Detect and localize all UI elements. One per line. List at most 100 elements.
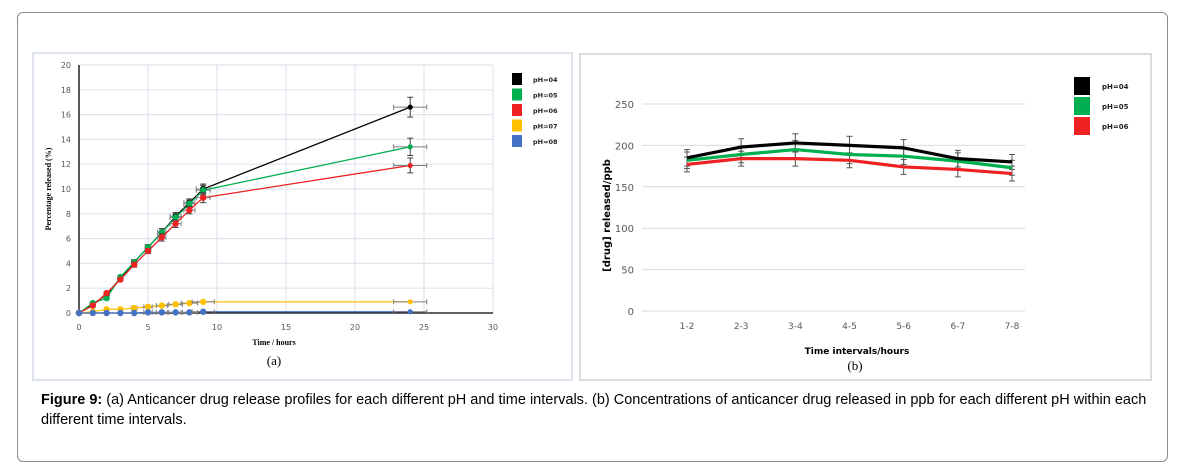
data-point-pH=08 [131, 309, 138, 317]
y-tick-label: 2 [66, 284, 71, 293]
data-point-pH=05 [172, 214, 179, 221]
legend-swatch-pH=06 [512, 104, 522, 116]
data-point-pH=06 [172, 220, 179, 227]
x-tick-label: 3-4 [788, 322, 803, 332]
legend-label: pH=05 [533, 92, 558, 100]
data-point-pH=07 [200, 298, 207, 306]
data-point-pH=08 [186, 309, 193, 316]
legend-label: pH=06 [1102, 123, 1129, 131]
data-point-pH=06 [144, 247, 152, 255]
data-point-pH=08 [172, 309, 179, 316]
series-line-pH=04 [78, 106, 411, 314]
legend-label: pH=05 [1102, 103, 1129, 111]
panel-label-b: (b) [847, 358, 862, 373]
x-tick-label: 2-3 [734, 322, 749, 332]
series-line-pH=06 [78, 164, 411, 314]
legend-swatch-pH=05 [512, 88, 522, 101]
y-tick-label: 6 [66, 235, 71, 244]
legend-label: pH=07 [533, 123, 558, 131]
figure-caption: Figure 9: (a) Anticancer drug release pr… [41, 390, 1151, 430]
figure-frame [17, 12, 1168, 462]
y-tick-label: 20 [61, 61, 71, 70]
y-tick-label: 16 [61, 111, 71, 120]
y-tick-label: 4 [66, 259, 71, 268]
chart-a-panel: 0 2 4 6 8 10 12 14 16 18 20 0 5 10 15 20 25 30 Time / hour… [32, 52, 573, 381]
data-point-pH=08 [89, 309, 96, 317]
legend-swatch-pH=06 [1074, 117, 1090, 135]
data-point-pH=06 [186, 206, 193, 214]
data-point-pH=05 [186, 200, 193, 208]
data-point-pH=05 [103, 294, 110, 302]
series-line-pH=04 [686, 141, 1013, 164]
x-tick-label: 4-5 [842, 322, 857, 332]
data-point-pH=07 [131, 304, 138, 312]
data-point-pH=08 [144, 309, 152, 316]
legend-label: pH=04 [533, 76, 558, 84]
data-point-pH=08 [158, 309, 165, 316]
data-point-pH=06 [200, 194, 207, 201]
legend-swatch-pH=05 [1074, 97, 1090, 115]
legend-label: pH=04 [1102, 83, 1129, 91]
series-line-pH=06 [686, 157, 1013, 176]
data-point-pH=06 [89, 302, 96, 309]
x-tick-label: 1-2 [680, 322, 695, 332]
legend-swatch-pH=08 [512, 135, 522, 147]
y-tick-label: 18 [61, 86, 71, 95]
data-point-pH=06 [117, 276, 124, 283]
x-axis-title: Time / hours [252, 338, 295, 347]
y-tick-label: 10 [61, 185, 71, 194]
x-tick-label: 5 [145, 323, 150, 332]
data-point-pH=05 [200, 187, 207, 194]
data-point-pH=06 [131, 261, 138, 268]
y-tick-label: 14 [61, 135, 71, 144]
data-point-pH=07 [158, 302, 165, 309]
x-tick-label: 20 [350, 323, 360, 332]
y-tick-label: 50 [621, 266, 634, 277]
data-point-pH=04 [407, 104, 413, 110]
data-point-pH=07 [144, 303, 152, 310]
x-tick-label: 5-6 [896, 322, 911, 332]
y-axis-title: Percentage released (%) [44, 147, 53, 230]
data-point-pH=05 [407, 144, 413, 150]
data-point-pH=06 [103, 289, 110, 297]
x-axis-title: Time intervals/hours [805, 347, 910, 357]
data-point-pH=07 [407, 299, 413, 305]
legend-swatch-pH=04 [512, 73, 522, 85]
y-tick-label: 250 [615, 100, 634, 111]
data-point-pH=08 [200, 308, 207, 315]
legend-swatch-pH=07 [512, 119, 522, 132]
series-line-pH=05 [686, 147, 1013, 170]
y-tick-label: 200 [615, 141, 634, 152]
x-tick-label: 6-7 [950, 322, 965, 332]
y-tick-label: 12 [61, 160, 71, 169]
data-point-pH=08 [117, 309, 124, 317]
data-point-pH=06 [158, 234, 165, 241]
chart-b: 0 50 100 150 200 250 1-2 2-3 3-4 4-5 5-6 6-7 7-8 Time… [602, 77, 1129, 373]
x-tick-label: 30 [488, 323, 498, 332]
legend-label: pH=08 [533, 138, 558, 146]
data-point-pH=08 [407, 309, 413, 315]
x-tick-label: 7-8 [1005, 322, 1020, 332]
caption-label: Figure 9: [41, 392, 103, 408]
legend-swatch-pH=04 [1074, 77, 1090, 95]
y-tick-label: 100 [615, 224, 634, 235]
data-point-pH=07 [172, 301, 179, 308]
y-tick-label: 8 [66, 210, 71, 219]
panel-label-a: (a) [267, 353, 281, 368]
chart-a: 0 2 4 6 8 10 12 14 16 18 20 0 5 10 15 20 25 30 Time / hour… [44, 61, 558, 368]
data-point-pH=06 [407, 162, 413, 169]
y-axis-title: [drug] released/ppb [602, 159, 613, 272]
x-tick-label: 25 [419, 323, 429, 332]
y-tick-label: 0 [628, 307, 634, 318]
y-tick-label: 150 [615, 183, 634, 194]
data-point-pH=08 [75, 309, 83, 317]
caption-text: (a) Anticancer drug release profiles for… [41, 392, 1147, 428]
x-tick-label: 0 [76, 323, 81, 332]
data-point-pH=07 [186, 299, 193, 307]
x-tick-label: 15 [281, 323, 291, 332]
x-tick-label: 10 [212, 323, 222, 332]
y-tick-label: 0 [66, 309, 71, 318]
chart-b-panel: 0 50 100 150 200 250 1-2 2-3 3-4 4-5 5-6 6-7 7-8 Time… [579, 53, 1152, 381]
legend-label: pH=06 [533, 107, 558, 115]
data-point-pH=08 [103, 309, 110, 317]
